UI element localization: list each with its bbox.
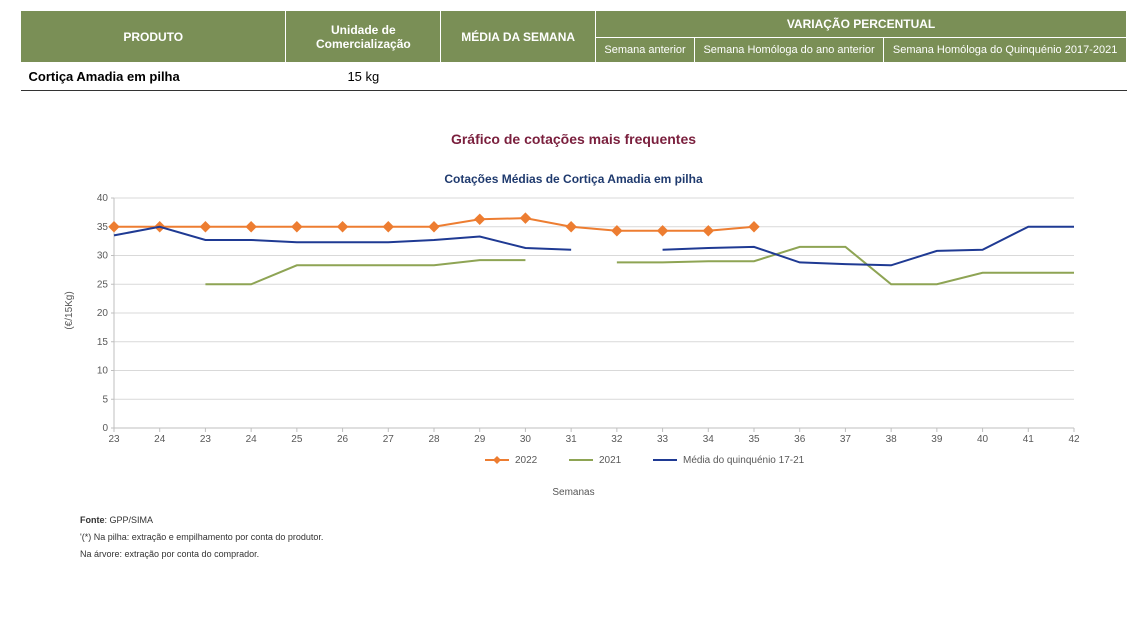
th-produto: PRODUTO bbox=[21, 11, 286, 63]
svg-text:35: 35 bbox=[748, 434, 760, 445]
svg-text:20: 20 bbox=[96, 308, 108, 319]
svg-text:23: 23 bbox=[199, 434, 211, 445]
svg-text:40: 40 bbox=[977, 434, 989, 445]
footnote-2: Na árvore: extração por conta do comprad… bbox=[80, 546, 1127, 563]
th-variacao: VARIAÇÃO PERCENTUAL bbox=[596, 11, 1127, 38]
svg-text:0: 0 bbox=[102, 423, 108, 434]
footnote-1: '(*) Na pilha: extração e empilhamento p… bbox=[80, 529, 1127, 546]
svg-text:38: 38 bbox=[885, 434, 897, 445]
chart-container: (€/15Kg) 0510152025303540232423242526272… bbox=[74, 192, 1074, 498]
cell-v3 bbox=[884, 63, 1127, 91]
fonte-value: : GPP/SIMA bbox=[105, 515, 154, 525]
x-axis-label: Semanas bbox=[74, 487, 1074, 498]
svg-text:33: 33 bbox=[657, 434, 669, 445]
svg-text:36: 36 bbox=[794, 434, 806, 445]
cell-v1 bbox=[596, 63, 695, 91]
svg-text:25: 25 bbox=[96, 279, 108, 290]
svg-text:2021: 2021 bbox=[599, 455, 622, 466]
line-chart: 0 5 10 15 20 25 30 35 40 23 24 23 24 25 26 27 28 29 30 31 32… bbox=[74, 192, 1084, 474]
svg-text:32: 32 bbox=[611, 434, 623, 445]
svg-text:10: 10 bbox=[96, 366, 108, 377]
chart-section-title: Gráfico de cotações mais frequentes bbox=[20, 131, 1127, 147]
cell-media bbox=[441, 63, 596, 91]
y-axis-label: (€/15Kg) bbox=[64, 291, 75, 329]
svg-text:28: 28 bbox=[428, 434, 440, 445]
svg-text:42: 42 bbox=[1068, 434, 1080, 445]
svg-text:29: 29 bbox=[474, 434, 486, 445]
svg-text:30: 30 bbox=[519, 434, 531, 445]
fonte-label: Fonte bbox=[80, 515, 105, 525]
table-row: Cortiça Amadia em pilha 15 kg bbox=[21, 63, 1127, 91]
svg-text:35: 35 bbox=[96, 222, 108, 233]
th-unidade: Unidade de Comercialização bbox=[286, 11, 441, 63]
cell-v2 bbox=[694, 63, 883, 91]
svg-text:23: 23 bbox=[108, 434, 120, 445]
svg-text:24: 24 bbox=[245, 434, 257, 445]
th-sem-hom-ano: Semana Homóloga do ano anterior bbox=[694, 38, 883, 63]
svg-text:34: 34 bbox=[702, 434, 714, 445]
svg-text:26: 26 bbox=[337, 434, 349, 445]
svg-text:37: 37 bbox=[839, 434, 851, 445]
svg-text:25: 25 bbox=[291, 434, 303, 445]
footnotes: Fonte: GPP/SIMA '(*) Na pilha: extração … bbox=[80, 512, 1127, 563]
svg-text:40: 40 bbox=[96, 193, 108, 204]
th-media: MÉDIA DA SEMANA bbox=[441, 11, 596, 63]
svg-text:39: 39 bbox=[931, 434, 943, 445]
svg-text:24: 24 bbox=[154, 434, 166, 445]
th-sem-ant: Semana anterior bbox=[596, 38, 695, 63]
svg-text:5: 5 bbox=[102, 394, 108, 405]
svg-text:27: 27 bbox=[382, 434, 394, 445]
svg-text:31: 31 bbox=[565, 434, 577, 445]
th-sem-hom-quin: Semana Homóloga do Quinquénio 2017-2021 bbox=[884, 38, 1127, 63]
svg-text:2022: 2022 bbox=[515, 455, 538, 466]
cell-produto: Cortiça Amadia em pilha bbox=[21, 63, 286, 91]
svg-text:30: 30 bbox=[96, 251, 108, 262]
svg-text:Média do quinquénio 17-21: Média do quinquénio 17-21 bbox=[683, 455, 805, 466]
svg-text:41: 41 bbox=[1022, 434, 1034, 445]
svg-text:15: 15 bbox=[96, 337, 108, 348]
cell-unidade: 15 kg bbox=[286, 63, 441, 91]
price-table: PRODUTO Unidade de Comercialização MÉDIA… bbox=[20, 10, 1127, 91]
chart-subtitle: Cotações Médias de Cortiça Amadia em pil… bbox=[20, 172, 1127, 186]
